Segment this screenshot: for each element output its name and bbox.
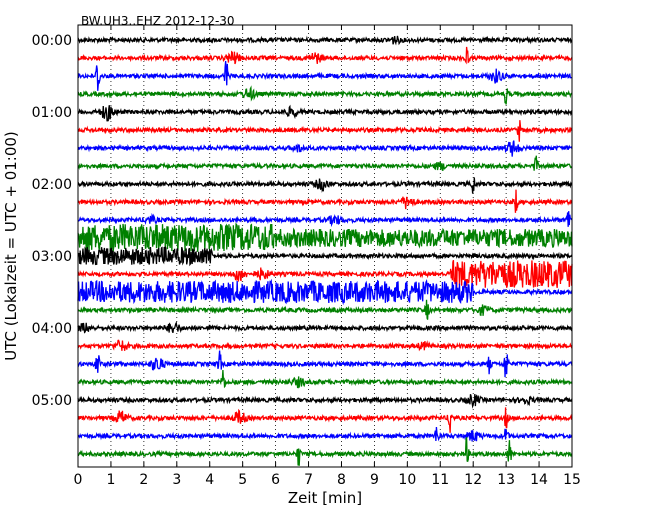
trace-line (77, 339, 573, 352)
trace-line (77, 245, 573, 267)
x-axis-label: Zeit [min] (288, 489, 362, 507)
x-tick-label: 5 (238, 472, 247, 488)
trace-line (77, 104, 573, 122)
y-tick-label: 00:00 (32, 33, 72, 49)
x-tick-label: 12 (464, 472, 482, 488)
trace-line (77, 35, 573, 46)
trace-line (77, 407, 573, 433)
x-tick-label: 3 (172, 472, 181, 488)
trace-lines (77, 35, 573, 466)
trace-line (77, 299, 573, 320)
trace-line (77, 278, 573, 306)
x-axis: 0 1 2 3 4 5 6 7 8 9 10 11 12 13 14 15 (74, 25, 581, 488)
trace-line (77, 320, 573, 334)
trace-line (77, 393, 573, 409)
x-tick-label: 9 (370, 472, 379, 488)
x-tick-label: 2 (139, 472, 148, 488)
x-tick-label: 11 (431, 472, 449, 488)
x-tick-label: 0 (74, 472, 83, 488)
x-tick-label: 14 (530, 472, 548, 488)
trace-line (77, 85, 573, 105)
y-axis: 00:00 01:00 02:00 03:00 04:00 05:00 (32, 33, 572, 409)
x-tick-label: 13 (497, 472, 515, 488)
x-tick-label: 6 (271, 472, 280, 488)
trace-line (77, 222, 573, 252)
plot-frame (77, 24, 573, 468)
y-tick-label: 01:00 (32, 105, 72, 121)
x-tick-label: 4 (205, 472, 214, 488)
trace-line (77, 120, 573, 142)
trace-line (77, 60, 573, 91)
y-tick-label: 03:00 (32, 249, 72, 265)
y-tick-label: 04:00 (32, 321, 72, 337)
trace-line (77, 177, 573, 194)
trace-line (77, 46, 573, 65)
trace-line (77, 140, 573, 157)
x-tick-label: 7 (304, 472, 313, 488)
y-axis-label: UTC (Lokalzeit = UTC + 01:00) (2, 131, 20, 361)
x-tick-label: 8 (337, 472, 346, 488)
trace-line (77, 155, 573, 171)
trace-line (77, 437, 573, 466)
trace-line (77, 211, 573, 228)
trace-line (77, 426, 573, 442)
x-tick-label: 1 (106, 472, 115, 488)
chart-title: BW.UH3..EHZ 2012-12-30 (81, 14, 235, 28)
trace-line (77, 350, 573, 378)
x-tick-label: 15 (563, 472, 581, 488)
y-tick-label: 02:00 (32, 177, 72, 193)
trace-line (77, 370, 573, 389)
trace-line (77, 259, 573, 288)
x-tick-label: 10 (398, 472, 416, 488)
trace-line (77, 189, 573, 213)
y-tick-label: 05:00 (32, 393, 72, 409)
